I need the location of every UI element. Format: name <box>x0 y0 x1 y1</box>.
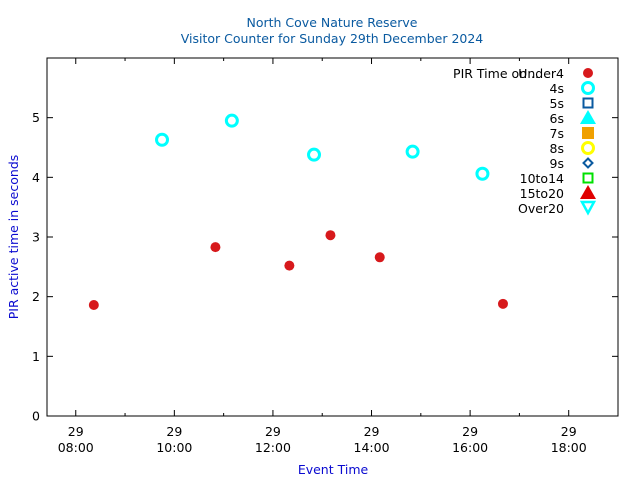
point-4s <box>405 144 420 159</box>
point-4s <box>475 166 490 181</box>
legend-label-8s: 8s <box>550 141 564 156</box>
y-axis: 0 1 2 3 4 5 <box>32 110 618 424</box>
chart-subtitle: Visitor Counter for Sunday 29th December… <box>181 31 484 46</box>
x-tick-label-day: 29 <box>265 424 281 439</box>
legend-marker-8s <box>581 141 595 155</box>
point-under4 <box>88 300 99 311</box>
x-tick-label-time: 10:00 <box>156 440 192 455</box>
x-tick-label-time: 14:00 <box>354 440 390 455</box>
legend-label-5s: 5s <box>550 96 564 111</box>
x-tick-label-day: 29 <box>166 424 182 439</box>
legend-label-15to20: 15to20 <box>520 186 564 201</box>
legend-marker-15to20 <box>580 185 596 199</box>
x-axis: 2908:002910:002912:002914:002916:002918:… <box>58 58 587 455</box>
x-tick-label-time: 08:00 <box>58 440 94 455</box>
legend-marker-4s <box>581 81 595 95</box>
point-under4 <box>497 298 508 309</box>
legend-marker-under4 <box>583 68 593 78</box>
point-under4 <box>374 252 385 263</box>
legend-marker-7s <box>582 127 594 139</box>
x-tick-label-day: 29 <box>364 424 380 439</box>
y-tick-label: 5 <box>32 110 40 125</box>
legend-label-10to14: 10to14 <box>520 171 564 186</box>
legend-marker-10to14 <box>582 172 594 184</box>
legend-marker-9s <box>582 157 594 169</box>
legend-label-7s: 7s <box>550 126 564 141</box>
x-tick-label-time: 12:00 <box>255 440 291 455</box>
chart-title: North Cove Nature Reserve <box>247 15 418 30</box>
point-4s <box>155 132 170 147</box>
y-tick-label: 0 <box>32 409 40 424</box>
point-under4 <box>210 242 221 253</box>
point-under4 <box>325 230 336 241</box>
point-4s <box>224 113 239 128</box>
y-axis-label: PIR active time in seconds <box>6 155 21 320</box>
legend-label-under4: Under4 <box>518 66 564 81</box>
legend-title: PIR Time on .. <box>453 66 539 81</box>
legend-marker-over20 <box>579 200 597 216</box>
legend-label-6s: 6s <box>550 111 564 126</box>
x-tick-label-day: 29 <box>462 424 478 439</box>
y-tick-label: 4 <box>32 170 40 185</box>
legend-label-9s: 9s <box>550 156 564 171</box>
x-tick-label-time: 16:00 <box>452 440 488 455</box>
legend-label-over20: Over20 <box>518 201 564 216</box>
y-tick-label: 2 <box>32 289 40 304</box>
y-tick-label: 1 <box>32 349 40 364</box>
x-tick-label-time: 18:00 <box>551 440 587 455</box>
y-tick-label: 3 <box>32 230 40 245</box>
legend: PIR Time on .. Under44s5s6s7s8s9s10to141… <box>453 66 597 216</box>
x-axis-label: Event Time <box>298 462 369 477</box>
legend-marker-5s <box>582 97 594 109</box>
data-points <box>88 113 508 311</box>
x-tick-label-day: 29 <box>561 424 577 439</box>
legend-marker-6s <box>580 110 596 124</box>
x-tick-label-day: 29 <box>68 424 84 439</box>
legend-label-4s: 4s <box>550 81 564 96</box>
point-4s <box>307 147 322 162</box>
point-under4 <box>284 260 295 271</box>
